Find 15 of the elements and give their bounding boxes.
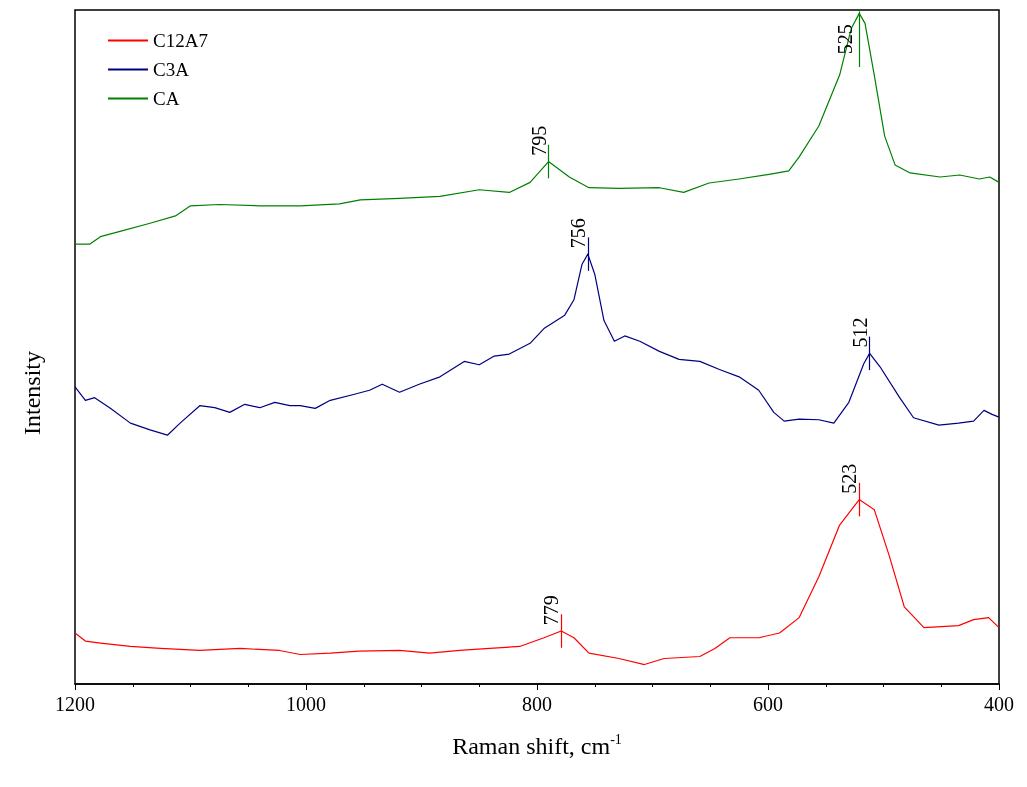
y-axis-title: Intensity bbox=[19, 350, 45, 435]
annotation: 525 bbox=[834, 24, 857, 55]
annotation: 512 bbox=[848, 317, 871, 348]
x-tick-label: 800 bbox=[522, 693, 552, 715]
x-tick-label: 600 bbox=[753, 693, 783, 715]
legend-label: C12A7 bbox=[153, 30, 208, 51]
x-tick-label: 400 bbox=[984, 693, 1014, 715]
legend-label: C3A bbox=[153, 59, 190, 80]
annotation: 795 bbox=[527, 125, 550, 156]
x-tick-label: 1200 bbox=[55, 693, 95, 715]
legend-label: CA bbox=[153, 88, 180, 109]
annotation: 756 bbox=[566, 218, 589, 249]
x-tick-label: 1000 bbox=[286, 693, 326, 715]
annotation: 523 bbox=[838, 463, 861, 494]
annotation: 779 bbox=[540, 595, 563, 626]
